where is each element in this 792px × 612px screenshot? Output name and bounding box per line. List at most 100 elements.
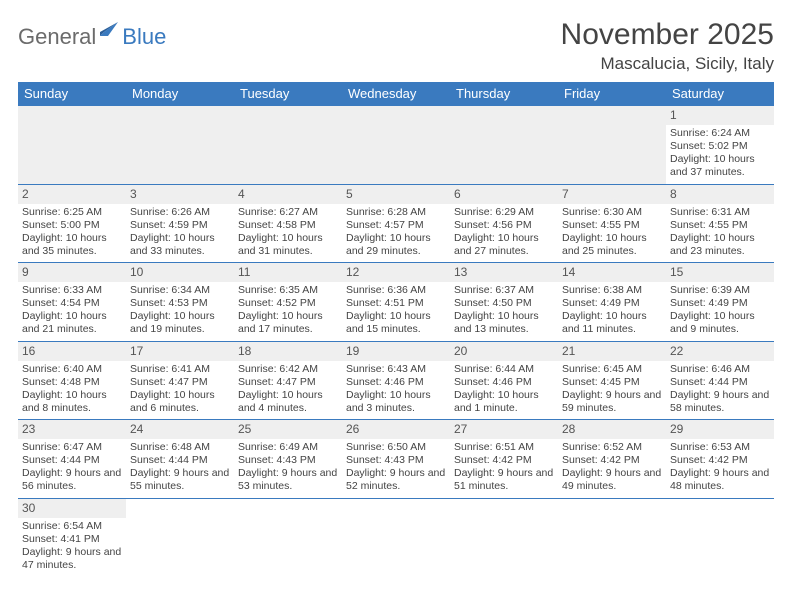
- sunset-text: Sunset: 4:51 PM: [346, 297, 446, 310]
- day-cell: 7Sunrise: 6:30 AMSunset: 4:55 PMDaylight…: [558, 184, 666, 263]
- sunset-text: Sunset: 4:58 PM: [238, 219, 338, 232]
- day-cell: 17Sunrise: 6:41 AMSunset: 4:47 PMDayligh…: [126, 341, 234, 420]
- day-cell: [234, 498, 342, 576]
- week-row: 30Sunrise: 6:54 AMSunset: 4:41 PMDayligh…: [18, 498, 774, 576]
- daylight-text: Daylight: 9 hours and 52 minutes.: [346, 467, 446, 493]
- sunrise-text: Sunrise: 6:49 AM: [238, 441, 338, 454]
- day-number: 4: [234, 185, 342, 204]
- sunrise-text: Sunrise: 6:53 AM: [670, 441, 770, 454]
- calendar-body: 1Sunrise: 6:24 AMSunset: 5:02 PMDaylight…: [18, 106, 774, 577]
- sunset-text: Sunset: 4:56 PM: [454, 219, 554, 232]
- day-cell: [450, 106, 558, 185]
- daylight-text: Daylight: 10 hours and 1 minute.: [454, 389, 554, 415]
- day-number: 24: [126, 420, 234, 439]
- day-number: 1: [666, 106, 774, 125]
- daylight-text: Daylight: 10 hours and 15 minutes.: [346, 310, 446, 336]
- daylight-text: Daylight: 10 hours and 37 minutes.: [670, 153, 770, 179]
- daylight-text: Daylight: 10 hours and 29 minutes.: [346, 232, 446, 258]
- daylight-text: Daylight: 10 hours and 25 minutes.: [562, 232, 662, 258]
- sunset-text: Sunset: 4:47 PM: [238, 376, 338, 389]
- dow-monday: Monday: [126, 82, 234, 106]
- sunset-text: Sunset: 4:44 PM: [130, 454, 230, 467]
- day-cell: 21Sunrise: 6:45 AMSunset: 4:45 PMDayligh…: [558, 341, 666, 420]
- daylight-text: Daylight: 9 hours and 47 minutes.: [22, 546, 122, 572]
- day-cell: [558, 106, 666, 185]
- sunset-text: Sunset: 4:42 PM: [454, 454, 554, 467]
- sunrise-text: Sunrise: 6:35 AM: [238, 284, 338, 297]
- sunrise-text: Sunrise: 6:41 AM: [130, 363, 230, 376]
- sunset-text: Sunset: 4:46 PM: [346, 376, 446, 389]
- day-cell: 2Sunrise: 6:25 AMSunset: 5:00 PMDaylight…: [18, 184, 126, 263]
- sunset-text: Sunset: 4:52 PM: [238, 297, 338, 310]
- sunset-text: Sunset: 4:47 PM: [130, 376, 230, 389]
- day-cell: 24 Sunrise: 6:48 AMSunset: 4:44 PMDayligh…: [126, 420, 234, 499]
- sunrise-text: Sunrise: 6:46 AM: [670, 363, 770, 376]
- day-cell: 27Sunrise: 6:51 AMSunset: 4:42 PMDayligh…: [450, 420, 558, 499]
- sunrise-text: Sunrise: 6:29 AM: [454, 206, 554, 219]
- daylight-text: Daylight: 10 hours and 31 minutes.: [238, 232, 338, 258]
- daylight-text: Daylight: 10 hours and 33 minutes.: [130, 232, 230, 258]
- sunset-text: Sunset: 4:44 PM: [670, 376, 770, 389]
- calendar-table: Sunday Monday Tuesday Wednesday Thursday…: [18, 82, 774, 576]
- day-number: 28: [558, 420, 666, 439]
- day-cell: 4 Sunrise: 6:27 AMSunset: 4:58 PMDaylight…: [234, 184, 342, 263]
- sunset-text: Sunset: 4:57 PM: [346, 219, 446, 232]
- sunrise-text: Sunrise: 6:28 AM: [346, 206, 446, 219]
- sunrise-text: Sunrise: 6:42 AM: [238, 363, 338, 376]
- sunrise-text: Sunrise: 6:27 AM: [238, 206, 338, 219]
- sunset-text: Sunset: 4:45 PM: [562, 376, 662, 389]
- location-text: Mascalucia, Sicily, Italy: [561, 54, 774, 74]
- day-cell: [558, 498, 666, 576]
- dow-sunday: Sunday: [18, 82, 126, 106]
- week-row: 1Sunrise: 6:24 AMSunset: 5:02 PMDaylight…: [18, 106, 774, 185]
- sunrise-text: Sunrise: 6:48 AM: [130, 441, 230, 454]
- daylight-text: Daylight: 10 hours and 23 minutes.: [670, 232, 770, 258]
- week-row: 9 Sunrise: 6:33 AMSunset: 4:54 PM Daylight…: [18, 263, 774, 342]
- daylight-text: Daylight: 9 hours and 53 minutes.: [238, 467, 338, 493]
- day-cell: 18Sunrise: 6:42 AMSunset: 4:47 PMDayligh…: [234, 341, 342, 420]
- day-number: 10: [126, 263, 234, 282]
- day-number: 21: [558, 342, 666, 361]
- day-cell: 16Sunrise: 6:40 AMSunset: 4:48 PMDayligh…: [18, 341, 126, 420]
- day-cell: 14Sunrise: 6:38 AMSunset: 4:49 PMDayligh…: [558, 263, 666, 342]
- sunrise-text: Sunrise: 6:43 AM: [346, 363, 446, 376]
- day-cell: 25Sunrise: 6:49 AMSunset: 4:43 PMDayligh…: [234, 420, 342, 499]
- dow-wednesday: Wednesday: [342, 82, 450, 106]
- day-cell: 22Sunrise: 6:46 AMSunset: 4:44 PMDayligh…: [666, 341, 774, 420]
- day-cell: 29Sunrise: 6:53 AMSunset: 4:42 PMDayligh…: [666, 420, 774, 499]
- daylight-text: Daylight: 10 hours and 6 minutes.: [130, 389, 230, 415]
- day-number: 6: [450, 185, 558, 204]
- day-cell: [234, 106, 342, 185]
- day-number: 2: [18, 185, 126, 204]
- day-number: 19: [342, 342, 450, 361]
- daylight-text: Daylight: 10 hours and 19 minutes.: [130, 310, 230, 336]
- day-cell: 15Sunrise: 6:39 AMSunset: 4:49 PMDayligh…: [666, 263, 774, 342]
- sunset-text: Sunset: 4:43 PM: [346, 454, 446, 467]
- day-cell: 23Sunrise: 6:47 AMSunset: 4:44 PMDayligh…: [18, 420, 126, 499]
- day-of-week-row: Sunday Monday Tuesday Wednesday Thursday…: [18, 82, 774, 106]
- sunset-text: Sunset: 4:41 PM: [22, 533, 122, 546]
- daylight-text: Daylight: 10 hours and 13 minutes.: [454, 310, 554, 336]
- week-row: 23Sunrise: 6:47 AMSunset: 4:44 PMDayligh…: [18, 420, 774, 499]
- sunrise-text: Sunrise: 6:26 AM: [130, 206, 230, 219]
- day-cell: 26Sunrise: 6:50 AMSunset: 4:43 PMDayligh…: [342, 420, 450, 499]
- day-cell: [450, 498, 558, 576]
- sunrise-text: Sunrise: 6:44 AM: [454, 363, 554, 376]
- day-number: 8: [666, 185, 774, 204]
- sunset-text: Sunset: 4:43 PM: [238, 454, 338, 467]
- sunset-text: Sunset: 4:44 PM: [22, 454, 122, 467]
- title-block: November 2025 Mascalucia, Sicily, Italy: [561, 18, 774, 74]
- day-number: 18: [234, 342, 342, 361]
- sunset-text: Sunset: 4:54 PM: [22, 297, 122, 310]
- daylight-text: Daylight: 10 hours and 3 minutes.: [346, 389, 446, 415]
- sunrise-text: Sunrise: 6:33 AM: [22, 284, 122, 297]
- day-cell: 13Sunrise: 6:37 AMSunset: 4:50 PMDayligh…: [450, 263, 558, 342]
- sunrise-text: Sunrise: 6:45 AM: [562, 363, 662, 376]
- sunrise-text: Sunrise: 6:40 AM: [22, 363, 122, 376]
- day-number: 9: [18, 263, 126, 282]
- day-cell: 3Sunrise: 6:26 AMSunset: 4:59 PMDaylight…: [126, 184, 234, 263]
- day-number: 7: [558, 185, 666, 204]
- day-number: 15: [666, 263, 774, 282]
- daylight-text: Daylight: 9 hours and 55 minutes.: [130, 467, 230, 493]
- day-cell: 6Sunrise: 6:29 AMSunset: 4:56 PMDaylight…: [450, 184, 558, 263]
